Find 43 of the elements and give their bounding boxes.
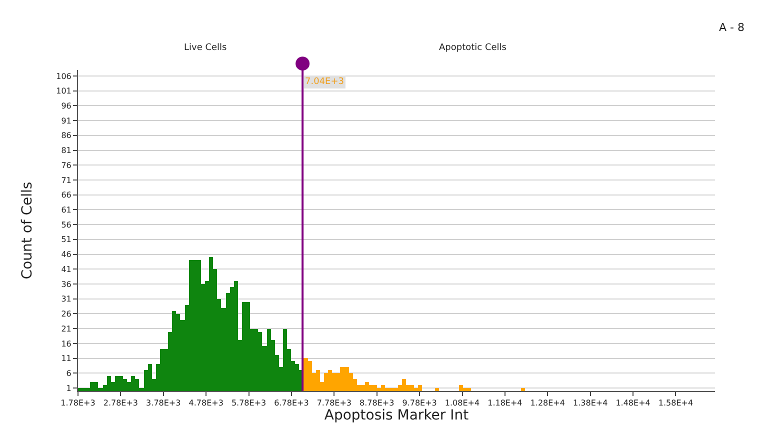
y-tick-label: 91 bbox=[61, 116, 72, 126]
y-tick-label: 106 bbox=[56, 72, 72, 81]
y-tick-label: 86 bbox=[61, 131, 72, 140]
y-tick-label: 11 bbox=[61, 354, 72, 364]
y-tick-label: 46 bbox=[61, 250, 72, 260]
x-tick-label: 1.78E+3 bbox=[60, 398, 96, 408]
y-tick-label: 31 bbox=[61, 294, 72, 304]
x-tick-label: 6.78E+3 bbox=[274, 398, 309, 408]
y-tick-label: 41 bbox=[61, 264, 72, 274]
y-tick-label: 26 bbox=[61, 310, 72, 319]
y-tick-label: 21 bbox=[61, 324, 72, 334]
y-tick-label: 71 bbox=[61, 176, 72, 185]
x-tick-label: 1.28E+4 bbox=[530, 398, 565, 408]
x-axis-title: Apoptosis Marker Int bbox=[324, 408, 470, 424]
y-tick-label: 66 bbox=[61, 190, 72, 200]
y-tick-label: 16 bbox=[61, 339, 72, 348]
y-tick-label: 36 bbox=[61, 280, 72, 289]
x-tick-label: 1.38E+4 bbox=[572, 398, 608, 408]
text: Live Cells bbox=[184, 43, 228, 53]
y-tick-label: 6 bbox=[66, 368, 72, 378]
y-axis-title: Count of Cells bbox=[20, 182, 36, 280]
y-tick-label: 1 bbox=[66, 384, 72, 393]
y-tick-label: 76 bbox=[61, 160, 72, 170]
y-tick-label: 81 bbox=[61, 146, 72, 156]
x-tick-label: 1.08E+4 bbox=[444, 398, 480, 408]
y-tick-label: 56 bbox=[61, 220, 72, 230]
y-tick-label: 101 bbox=[56, 86, 72, 96]
text: Apoptotic Cells bbox=[439, 43, 507, 53]
x-tick-label: 1.58E+4 bbox=[658, 398, 694, 408]
x-tick-label: 8.78E+3 bbox=[360, 398, 394, 408]
text: A - 8 bbox=[719, 21, 744, 34]
ref-line-label: 7.04E+3 bbox=[305, 77, 344, 87]
y-tick-label: 51 bbox=[61, 235, 72, 244]
y-tick-label: 96 bbox=[61, 101, 72, 110]
x-tick-label: 1.48E+4 bbox=[616, 398, 650, 408]
x-tick-label: 5.78E+3 bbox=[231, 398, 266, 408]
x-tick-label: 1.18E+4 bbox=[488, 398, 522, 408]
y-tick-label: 61 bbox=[61, 205, 72, 214]
x-tick-label: 7.78E+3 bbox=[316, 398, 352, 408]
x-tick-label: 3.78E+3 bbox=[146, 398, 181, 408]
x-tick-label: 4.78E+3 bbox=[188, 398, 224, 408]
x-tick-label: 9.78E+3 bbox=[402, 398, 437, 408]
x-tick-label: 2.78E+3 bbox=[103, 398, 138, 408]
